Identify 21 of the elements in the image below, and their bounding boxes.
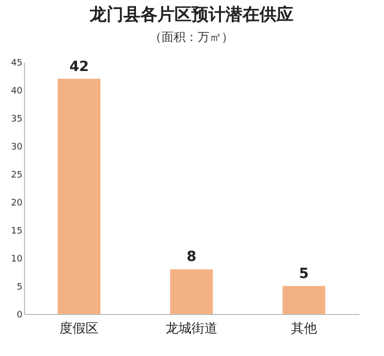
y-tick-label: 35 bbox=[11, 114, 22, 124]
bar bbox=[58, 78, 100, 314]
chart-subtitle: （面积：万㎡） bbox=[150, 30, 234, 44]
x-tick-label: 其他 bbox=[290, 322, 317, 336]
y-tick-label: 40 bbox=[11, 86, 23, 96]
x-tick-label: 度假区 bbox=[60, 320, 99, 336]
bar bbox=[170, 269, 213, 314]
y-tick-label: 10 bbox=[11, 254, 23, 264]
data-label: 5 bbox=[299, 266, 309, 282]
y-tick-label: 25 bbox=[11, 170, 22, 180]
bar bbox=[282, 286, 326, 314]
y-tick-label: 15 bbox=[11, 226, 22, 236]
data-label: 8 bbox=[186, 249, 196, 266]
data-label: 42 bbox=[69, 58, 89, 75]
chart-title: 龙门县各片区预计潜在供应 bbox=[88, 5, 294, 25]
y-tick-label: 45 bbox=[11, 58, 22, 68]
y-tick-label: 5 bbox=[16, 282, 22, 292]
y-tick-label: 0 bbox=[16, 310, 23, 320]
y-tick-label: 20 bbox=[11, 198, 23, 208]
x-tick-label: 龙城街道 bbox=[166, 322, 218, 336]
y-tick-label: 30 bbox=[11, 142, 23, 152]
